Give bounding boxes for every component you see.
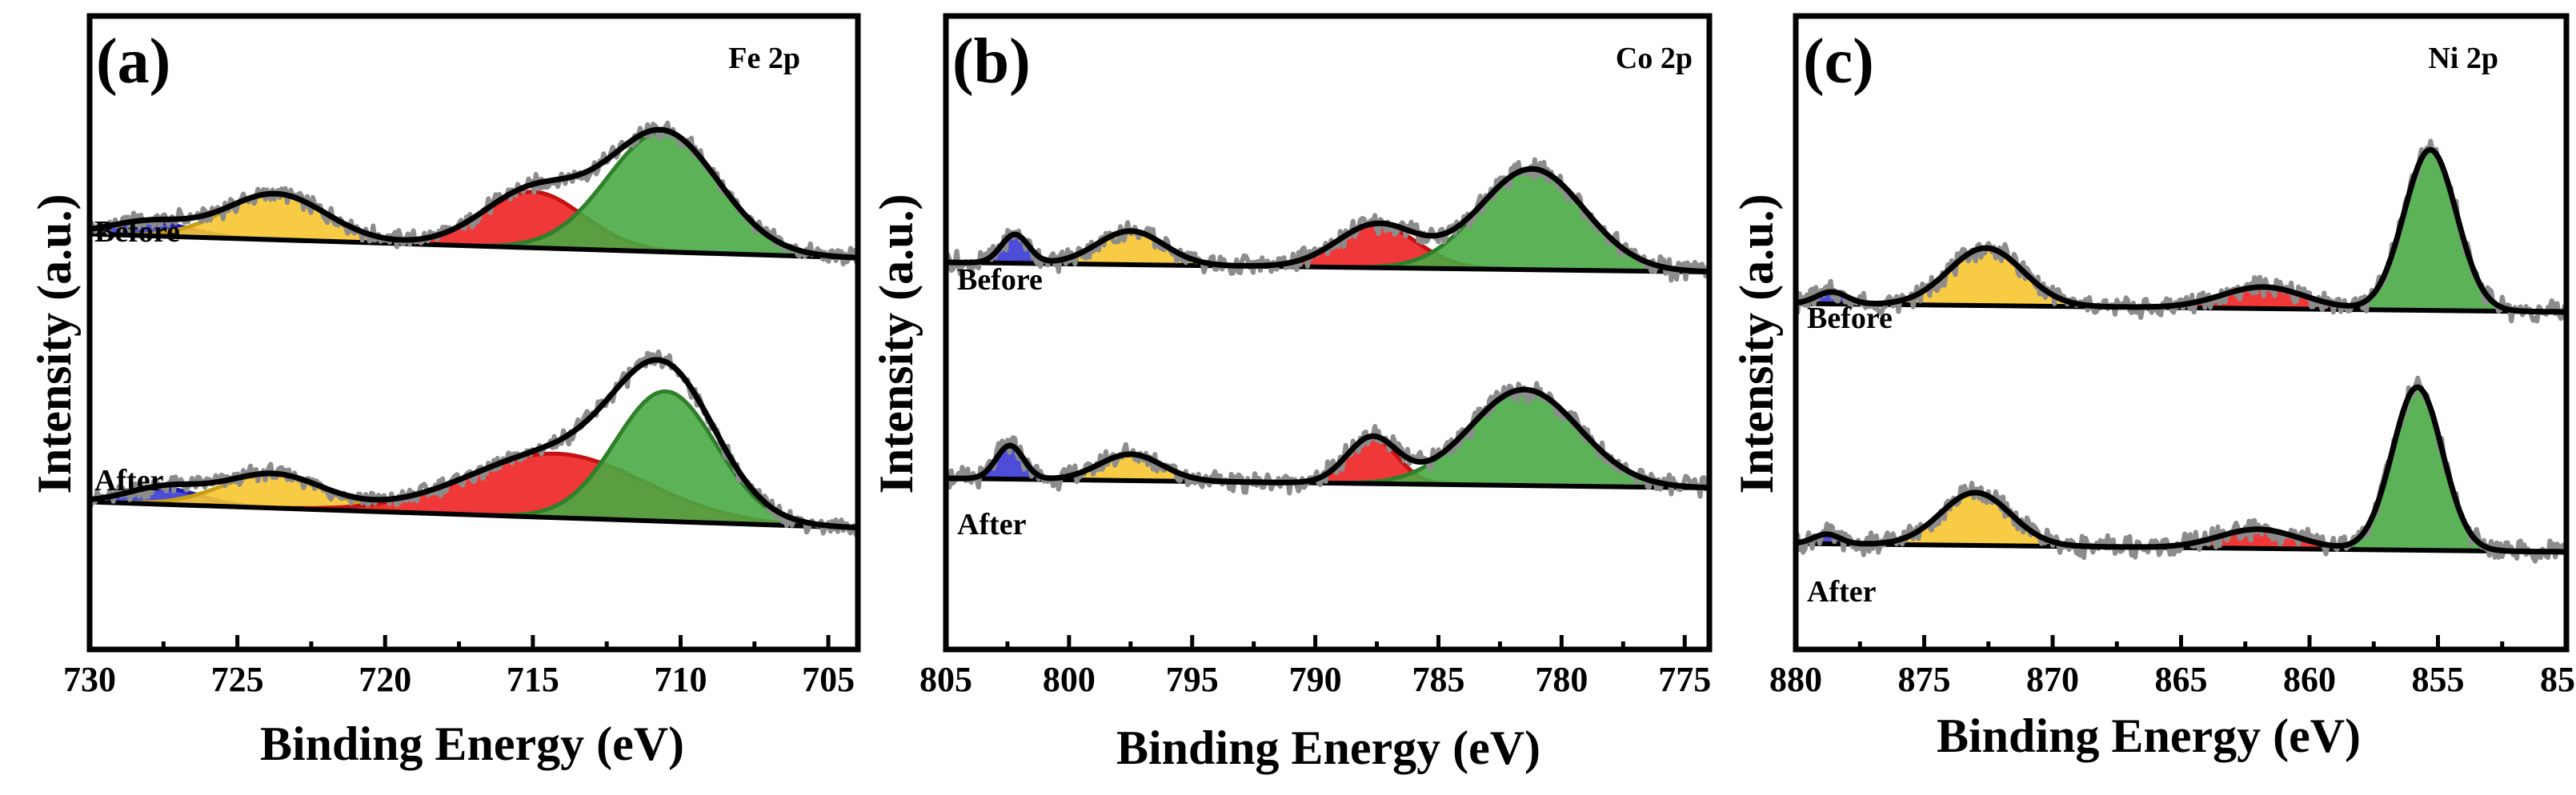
- x-tick-label: 730: [63, 660, 116, 699]
- x-tick-label: 785: [1412, 660, 1464, 699]
- x-tick-label: 850: [2540, 660, 2576, 699]
- x-tick-label: 800: [1043, 660, 1096, 699]
- background-line: [90, 499, 858, 530]
- x-tick-label: 880: [1769, 660, 1822, 699]
- fit-envelope-line: [946, 166, 1709, 275]
- fit-envelope-line: [946, 386, 1709, 491]
- panel-b-element-label: Co 2p: [1616, 42, 1693, 75]
- x-tick-label: 715: [507, 660, 559, 699]
- x-tick-label: 865: [2155, 660, 2208, 699]
- fit-envelope-line: [90, 357, 858, 531]
- panel-c-ni-2p: (c) Ni 2p Before After Intensity (a.u.) …: [1730, 13, 2576, 762]
- x-tick-label: 875: [1898, 660, 1951, 699]
- background-line: [946, 476, 1709, 490]
- x-tick-label: 780: [1535, 660, 1588, 699]
- x-tick-label: 860: [2283, 660, 2336, 699]
- panel-b-after-label: After: [957, 508, 1027, 541]
- spectrum-before: [946, 157, 1709, 283]
- x-axis: 805 800 795 790 785 780 775: [919, 635, 1711, 699]
- panel-c-y-axis-title: Intensity (a.u.): [1730, 194, 1783, 493]
- x-tick-label: 795: [1166, 660, 1219, 699]
- panel-a-after-label: After: [94, 464, 164, 497]
- panel-a-before-label: Before: [94, 215, 180, 249]
- panel-a-element-label: Fe 2p: [728, 42, 800, 75]
- panel-b-before-label: Before: [957, 263, 1043, 297]
- raw-data-line: [946, 381, 1709, 499]
- x-tick-label: 710: [654, 660, 707, 699]
- x-axis: 730 725 720 715 710 705: [63, 635, 855, 699]
- panel-b-label: (b): [952, 26, 1031, 97]
- x-tick-label: 870: [2026, 660, 2079, 699]
- panel-a-x-axis-title: Binding Energy (eV): [260, 717, 684, 770]
- spectrum-after: [946, 381, 1709, 499]
- panel-c-before-label: Before: [1807, 302, 1893, 335]
- x-axis: 880 875 870 865 860 855 850: [1769, 635, 2576, 699]
- plot-area: [90, 120, 858, 537]
- panel-c-element-label: Ni 2p: [2428, 42, 2498, 75]
- x-tick-label: 705: [802, 660, 855, 699]
- x-tick-label: 855: [2412, 660, 2465, 699]
- panel-b-y-axis-title: Intensity (a.u.): [870, 194, 923, 493]
- spectrum-after: [1796, 375, 2566, 564]
- plot-frame: [943, 13, 1713, 653]
- spectrum-before: [90, 120, 858, 267]
- spectrum-after: [90, 349, 858, 537]
- fit-envelope-line: [1796, 384, 2566, 555]
- x-tick-label: 720: [359, 660, 411, 699]
- x-tick-label: 775: [1658, 660, 1711, 699]
- panel-a-label: (a): [96, 26, 170, 97]
- panel-b-co-2p: (b) Co 2p Before After Intensity (a.u.) …: [870, 13, 1713, 774]
- panel-c-x-axis-title: Binding Energy (eV): [1937, 709, 2361, 762]
- plot-frame: [86, 13, 861, 653]
- panel-b-x-axis-title: Binding Energy (eV): [1116, 721, 1540, 774]
- background-line: [90, 231, 858, 261]
- fit-envelope-line: [1796, 146, 2566, 315]
- panel-a-fe-2p: (a) Fe 2p Before After Intensity (a.u.) …: [28, 13, 861, 770]
- plot-frame: [1793, 13, 2570, 653]
- spectrum-before: [1796, 138, 2566, 324]
- peak-green: [1796, 147, 2566, 314]
- plot-area: [1796, 138, 2566, 564]
- fit-envelope-line: [90, 126, 858, 261]
- plot-area: [946, 157, 1709, 499]
- x-tick-label: 725: [211, 660, 264, 699]
- panel-a-y-axis-title: Intensity (a.u.): [28, 194, 81, 493]
- panel-c-after-label: After: [1807, 575, 1877, 609]
- x-tick-label: 790: [1289, 660, 1342, 699]
- x-tick-label: 805: [919, 660, 972, 699]
- panel-c-label: (c): [1803, 26, 1874, 97]
